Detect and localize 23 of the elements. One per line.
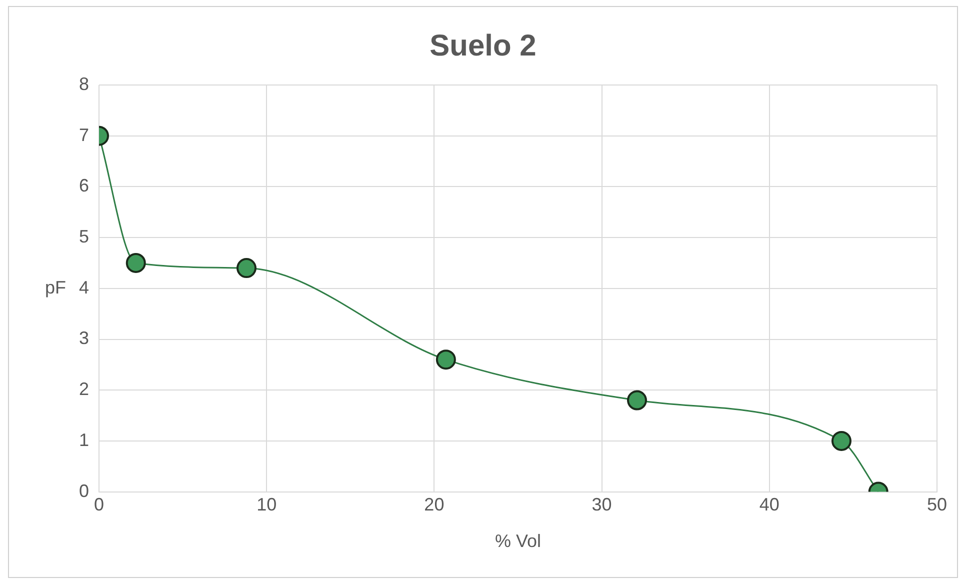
y-tick-label: 2 (78, 379, 89, 400)
y-tick-label: 5 (78, 226, 89, 247)
y-tick-label: 4 (78, 277, 89, 298)
chart-title: Suelo 2 (430, 29, 536, 62)
x-tick-label: 0 (94, 494, 104, 515)
x-tick-label: 30 (592, 494, 612, 515)
point (126, 252, 146, 273)
x-tick-label: 40 (759, 494, 780, 515)
point (236, 258, 256, 278)
x-axis-title: % Vol (494, 531, 542, 552)
y-tick-label: 3 (78, 328, 89, 348)
y-tick-label: 7 (78, 124, 89, 145)
point (831, 430, 852, 451)
x-tick-label: 50 (926, 494, 948, 515)
y-tick-label: 1 (78, 430, 89, 450)
y-tick-label: 8 (78, 74, 89, 94)
point (436, 350, 456, 370)
y-tick-label: 6 (78, 176, 89, 196)
x-tick-label: 10 (256, 494, 277, 515)
y-tick-label: 0 (78, 480, 89, 501)
x-tick-label: 20 (424, 494, 444, 515)
y-axis-title: pF (45, 277, 66, 298)
point (626, 390, 647, 410)
